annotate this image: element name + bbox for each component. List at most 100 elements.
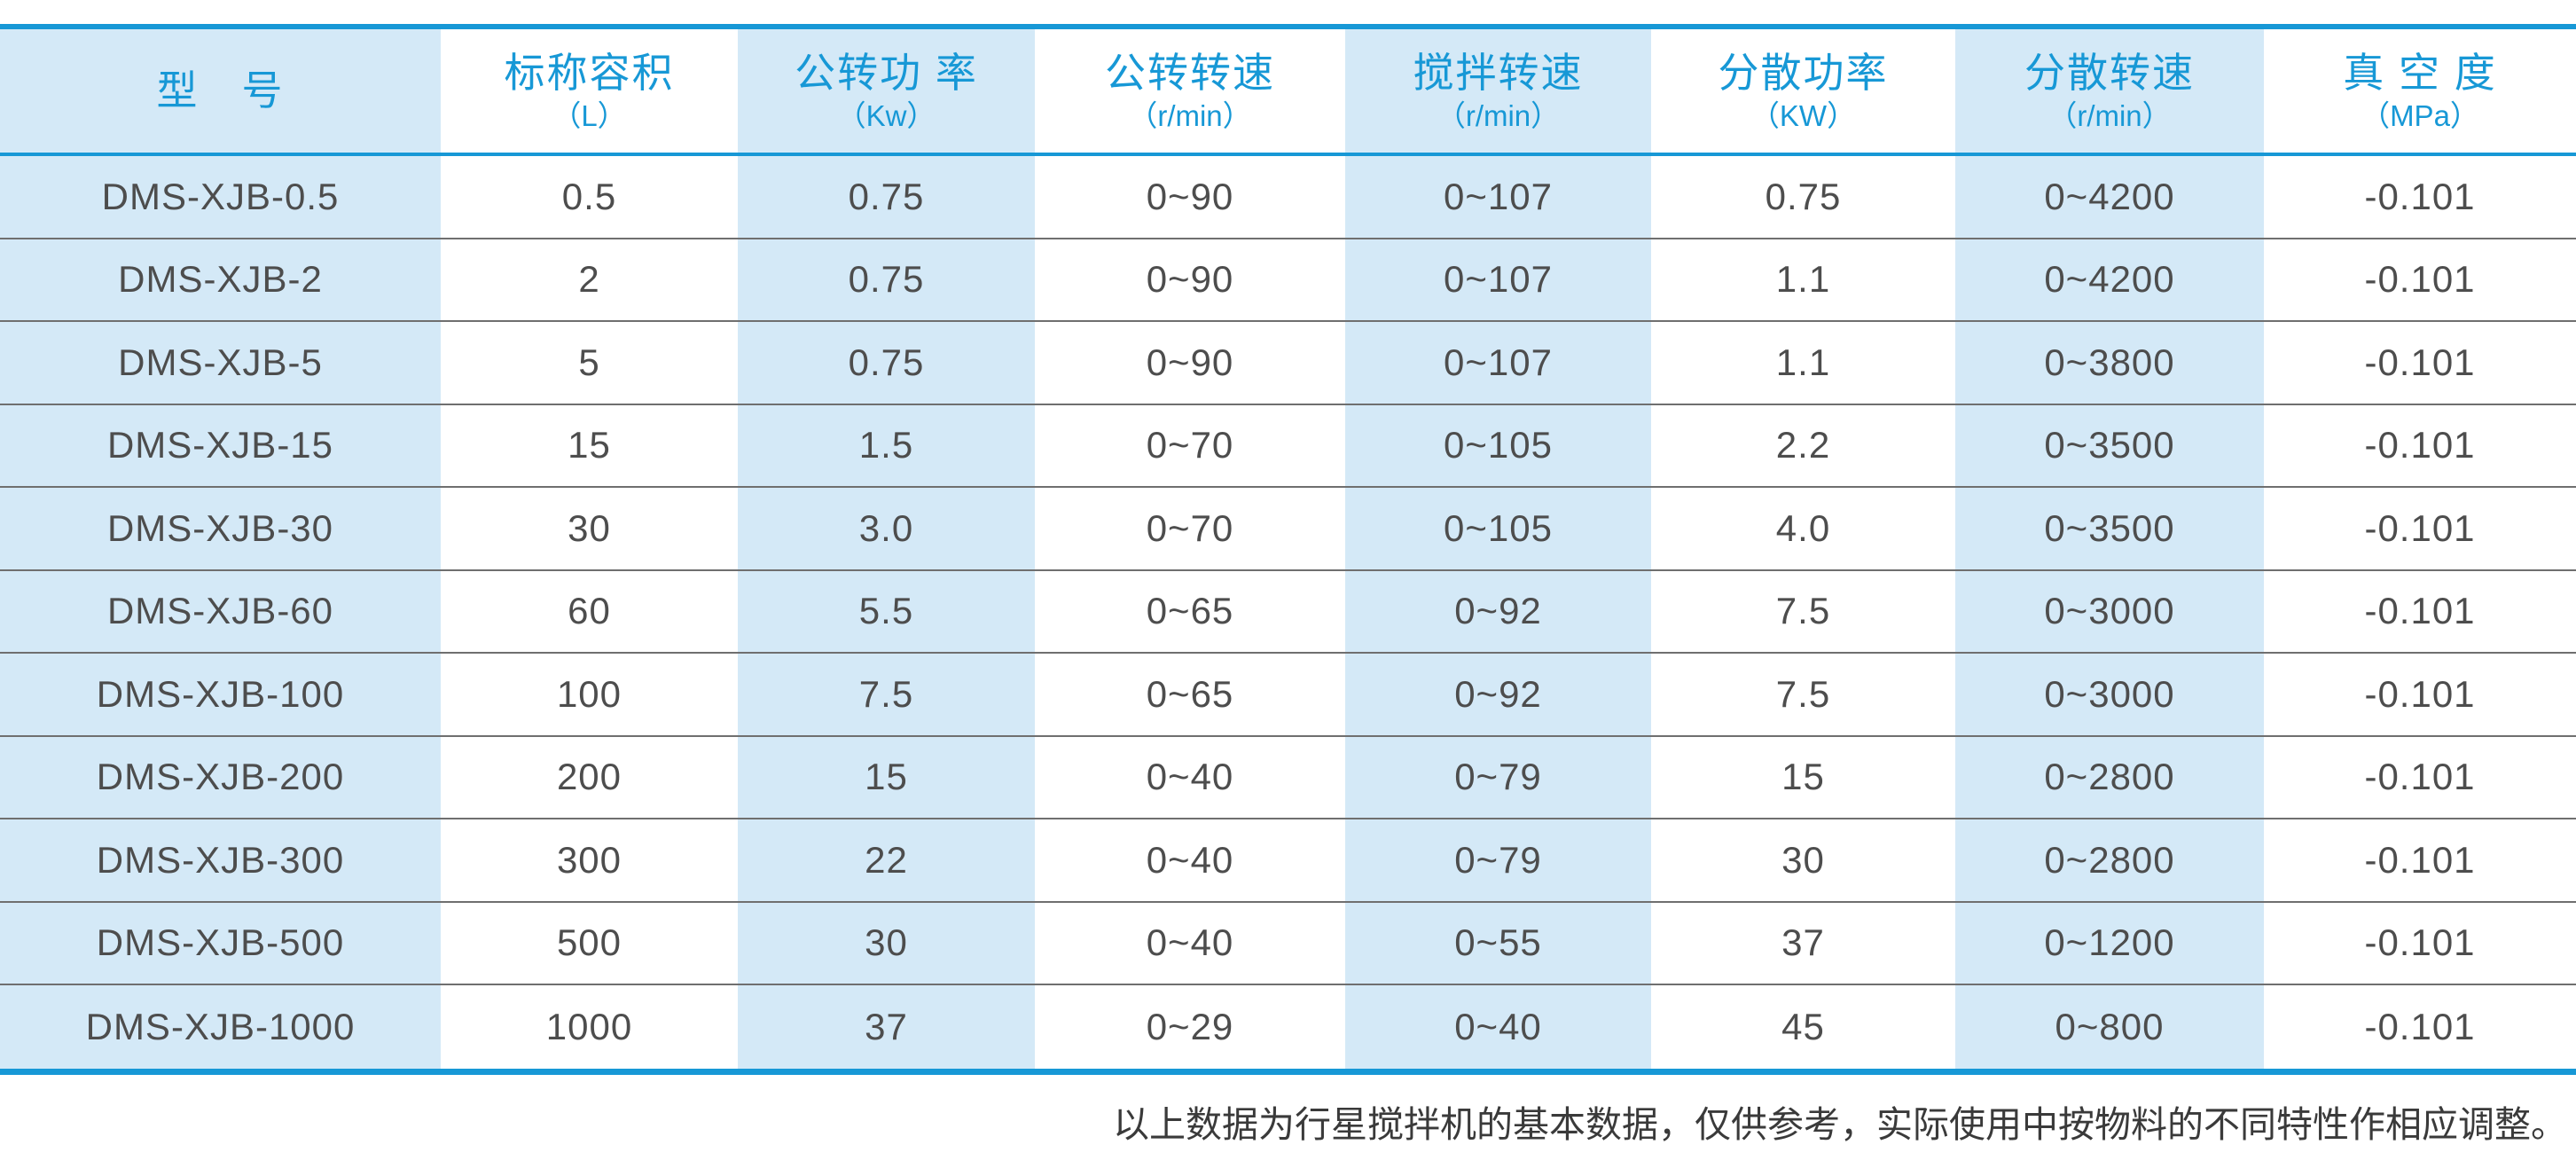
header-cell: 真 空 度 （MPa）: [2264, 29, 2576, 153]
table-cell: 22: [738, 819, 1035, 901]
table-cell: 0~3500: [1955, 488, 2264, 569]
table-cell: 0~79: [1345, 819, 1651, 901]
table-cell: 60: [568, 590, 611, 632]
table-cell: 7.5: [1775, 672, 1831, 715]
model-cell: DMS-XJB-300: [0, 819, 441, 901]
table-row: DMS-XJB-2 2 0.75 0~90 0~107 1.1 0~4200 -…: [0, 239, 2576, 322]
table-cell: 0~70: [1146, 424, 1234, 466]
header-cell: 公转功 率 （Kw）: [738, 29, 1035, 153]
table-cell: -0.101: [2364, 921, 2476, 964]
model-cell: DMS-XJB-15: [0, 404, 441, 486]
header-title: 型 号: [156, 67, 285, 114]
header-unit: （KW）: [1750, 99, 1857, 133]
header-unit: （MPa）: [2361, 99, 2479, 133]
header-title: 搅拌转速: [1413, 49, 1584, 96]
table-row: DMS-XJB-1000 1000 37 0~29 0~40 45 0~800 …: [0, 985, 2576, 1069]
table-row: DMS-XJB-30 30 3.0 0~70 0~105 4.0 0~3500 …: [0, 488, 2576, 571]
table-cell: 0~79: [1345, 736, 1651, 818]
table-cell: 0~29: [1146, 1005, 1234, 1047]
table-cell: 0~65: [1146, 672, 1234, 715]
table-cell: 0.75: [738, 239, 1035, 320]
table-cell: 15: [568, 424, 611, 466]
model-cell: DMS-XJB-30: [0, 488, 441, 569]
table-cell: 2.2: [1775, 424, 1831, 466]
table-cell: 0~800: [1955, 985, 2264, 1069]
table-cell: -0.101: [2364, 672, 2476, 715]
table-cell: 15: [738, 736, 1035, 818]
header-cell: 标称容积 （L）: [441, 29, 738, 153]
header-title: 公转功 率: [795, 49, 978, 96]
table-cell: 0~4200: [1955, 239, 2264, 320]
table-cell: 0~3000: [1955, 570, 2264, 652]
table-cell: 0~107: [1345, 322, 1651, 404]
table-cell: 2: [578, 258, 600, 301]
model-cell: DMS-XJB-0.5: [0, 156, 441, 238]
spec-sheet-page: 型 号 标称容积 （L） 公转功 率 （Kw） 公转转速 （r/min） 搅拌转…: [0, 24, 2576, 1176]
model-cell: DMS-XJB-200: [0, 736, 441, 818]
table-cell: 300: [556, 838, 622, 881]
table-cell: 5.5: [738, 570, 1035, 652]
table-cell: 0~107: [1345, 156, 1651, 238]
header-unit: （r/min）: [1128, 99, 1252, 133]
header-title: 分散转速: [2024, 49, 2195, 96]
table-row: DMS-XJB-300 300 22 0~40 0~79 30 0~2800 -…: [0, 819, 2576, 903]
table-row: DMS-XJB-15 15 1.5 0~70 0~105 2.2 0~3500 …: [0, 404, 2576, 488]
table-cell: 0~40: [1345, 985, 1651, 1069]
table-body: DMS-XJB-0.5 0.5 0.75 0~90 0~107 0.75 0~4…: [0, 156, 2576, 1069]
table-cell: 0~107: [1345, 239, 1651, 320]
table-cell: 200: [556, 756, 622, 798]
header-title: 公转转速: [1105, 49, 1275, 96]
model-cell: DMS-XJB-2: [0, 239, 441, 320]
table-cell: 0~2800: [1955, 736, 2264, 818]
table-cell: 0~40: [1146, 756, 1234, 798]
table-cell: 1.1: [1775, 258, 1831, 301]
header-title: 标称容积: [504, 49, 675, 96]
model-cell: DMS-XJB-500: [0, 902, 441, 984]
header-cell: 搅拌转速 （r/min）: [1345, 29, 1651, 153]
table-header-row: 型 号 标称容积 （L） 公转功 率 （Kw） 公转转速 （r/min） 搅拌转…: [0, 29, 2576, 156]
table-cell: 0~105: [1345, 488, 1651, 569]
table-row: DMS-XJB-60 60 5.5 0~65 0~92 7.5 0~3000 -…: [0, 570, 2576, 654]
table-row: DMS-XJB-500 500 30 0~40 0~55 37 0~1200 -…: [0, 902, 2576, 985]
table-cell: 37: [738, 985, 1035, 1069]
header-unit: （r/min）: [1436, 99, 1561, 133]
table-cell: 0.5: [561, 175, 617, 217]
planetary-mixer-spec-table: 型 号 标称容积 （L） 公转功 率 （Kw） 公转转速 （r/min） 搅拌转…: [0, 24, 2576, 1075]
header-cell: 公转转速 （r/min）: [1035, 29, 1345, 153]
header-unit: （Kw）: [836, 99, 936, 133]
table-cell: 0~40: [1146, 921, 1234, 964]
table-cell: 0~65: [1146, 590, 1234, 632]
table-cell: 0~55: [1345, 902, 1651, 984]
table-cell: -0.101: [2364, 506, 2476, 549]
model-cell: DMS-XJB-60: [0, 570, 441, 652]
table-row: DMS-XJB-100 100 7.5 0~65 0~92 7.5 0~3000…: [0, 654, 2576, 737]
table-cell: 30: [1781, 838, 1825, 881]
table-cell: 100: [556, 672, 622, 715]
table-cell: 0~3500: [1955, 404, 2264, 486]
table-cell: 4.0: [1775, 506, 1831, 549]
footer-disclaimer-note: 以上数据为行星搅拌机的基本数据，仅供参考，实际使用中按物料的不同特性作相应调整。: [1113, 1102, 2567, 1146]
model-cell: DMS-XJB-1000: [0, 985, 441, 1069]
table-cell: -0.101: [2364, 258, 2476, 301]
table-cell: 30: [738, 902, 1035, 984]
header-unit: （r/min）: [2047, 99, 2172, 133]
table-cell: 500: [556, 921, 622, 964]
table-cell: 7.5: [1775, 590, 1831, 632]
table-cell: 0~90: [1146, 175, 1234, 217]
table-cell: -0.101: [2364, 838, 2476, 881]
table-cell: 3.0: [738, 488, 1035, 569]
header-unit: （L）: [552, 99, 627, 133]
table-cell: 0~92: [1345, 570, 1651, 652]
table-cell: 0~40: [1146, 838, 1234, 881]
table-cell: 0~92: [1345, 654, 1651, 735]
table-cell: 1.5: [738, 404, 1035, 486]
table-cell: 0~70: [1146, 506, 1234, 549]
table-cell: 0~4200: [1955, 156, 2264, 238]
table-cell: 45: [1781, 1005, 1825, 1047]
model-cell: DMS-XJB-100: [0, 654, 441, 735]
table-cell: 0.75: [738, 156, 1035, 238]
table-cell: 15: [1781, 756, 1825, 798]
table-cell: 0.75: [738, 322, 1035, 404]
header-title: 真 空 度: [2343, 49, 2497, 96]
table-cell: 30: [568, 506, 611, 549]
